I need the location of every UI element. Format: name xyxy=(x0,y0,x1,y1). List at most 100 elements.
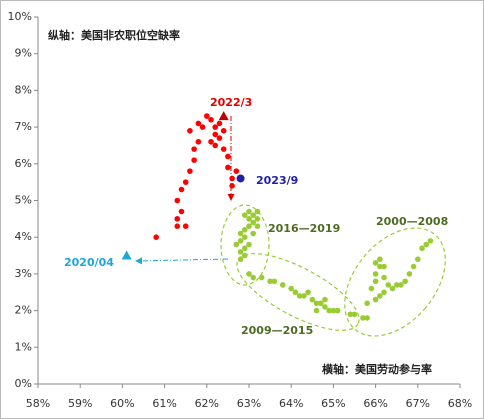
point xyxy=(292,289,299,296)
point xyxy=(233,168,240,174)
x-tick-label: 60% xyxy=(110,397,134,410)
point xyxy=(241,234,248,240)
point xyxy=(296,293,303,299)
annotation: 2023/9 xyxy=(256,174,298,187)
point xyxy=(326,307,332,314)
point xyxy=(385,282,392,288)
point xyxy=(241,252,248,259)
y-tick-label: 9% xyxy=(15,47,32,60)
point xyxy=(254,223,261,229)
point xyxy=(288,285,295,292)
point xyxy=(233,241,240,248)
point xyxy=(410,263,417,270)
point xyxy=(377,263,383,270)
cluster-outline xyxy=(220,204,270,286)
y-tick-label: 4% xyxy=(15,230,32,243)
point xyxy=(271,278,278,285)
point xyxy=(372,271,379,277)
point xyxy=(360,315,366,321)
point xyxy=(212,131,219,138)
point xyxy=(241,227,248,233)
point xyxy=(220,127,227,134)
point xyxy=(267,278,273,285)
point xyxy=(250,230,257,237)
point xyxy=(204,113,210,119)
point xyxy=(220,146,227,152)
point xyxy=(237,256,244,263)
point xyxy=(246,223,252,229)
point xyxy=(174,197,181,204)
point xyxy=(368,285,375,292)
point xyxy=(313,307,320,314)
x-tick-label: 63% xyxy=(237,397,261,410)
y-tick-label: 1% xyxy=(15,340,32,353)
annotation: 2009—2015 xyxy=(241,324,313,337)
annotation: 2022/3 xyxy=(210,96,252,109)
point xyxy=(254,216,261,222)
point xyxy=(334,307,341,314)
y-tick-label: 8% xyxy=(15,83,32,96)
x-tick-label: 66% xyxy=(363,397,387,410)
x-tick-label: 67% xyxy=(406,397,430,410)
point xyxy=(393,282,400,288)
y-tick-label: 3% xyxy=(15,267,32,280)
y-tick-label: 2% xyxy=(15,304,32,317)
point xyxy=(279,282,286,288)
point xyxy=(313,300,320,307)
point xyxy=(191,157,197,163)
y-tick-label: 7% xyxy=(15,120,32,133)
point xyxy=(301,293,307,299)
cluster-outline xyxy=(344,227,446,337)
x-tick-label: 64% xyxy=(279,397,303,410)
point xyxy=(174,223,181,229)
x-tick-label: 65% xyxy=(321,397,345,410)
point xyxy=(423,241,430,248)
point xyxy=(237,249,244,255)
y-tick-label: 0% xyxy=(15,377,32,390)
x-tick-label: 62% xyxy=(195,397,219,410)
point xyxy=(229,175,235,182)
x-axis-title: 横轴：美国劳动参与率 xyxy=(322,362,432,376)
point xyxy=(250,274,257,281)
point xyxy=(246,241,252,248)
point xyxy=(212,142,219,149)
point xyxy=(241,212,248,218)
point xyxy=(427,238,434,244)
point xyxy=(246,216,252,222)
point xyxy=(191,146,197,152)
point xyxy=(364,315,370,321)
point xyxy=(330,307,337,314)
point xyxy=(317,300,324,307)
point xyxy=(229,183,235,189)
point xyxy=(364,300,370,307)
point xyxy=(381,289,387,296)
point xyxy=(195,120,202,127)
point xyxy=(419,245,425,252)
annotation: 2016—2019 xyxy=(268,222,340,235)
point xyxy=(246,271,252,277)
point xyxy=(153,234,159,240)
point xyxy=(218,111,229,121)
point xyxy=(250,219,257,226)
y-axis-title: 纵轴：美国非农职位空缺率 xyxy=(48,28,180,42)
point xyxy=(389,285,396,292)
point xyxy=(174,216,181,222)
point xyxy=(241,245,248,252)
point xyxy=(402,278,408,285)
point xyxy=(178,208,185,215)
point xyxy=(322,304,328,310)
point xyxy=(178,186,185,193)
point xyxy=(182,179,189,185)
point xyxy=(377,293,383,299)
point xyxy=(406,271,413,277)
x-tick-label: 58% xyxy=(26,397,50,410)
point xyxy=(381,263,387,270)
y-tick-label: 10% xyxy=(8,10,32,23)
point xyxy=(322,296,328,303)
point xyxy=(347,311,354,318)
point xyxy=(372,260,379,266)
point xyxy=(237,238,244,244)
point xyxy=(199,124,206,130)
